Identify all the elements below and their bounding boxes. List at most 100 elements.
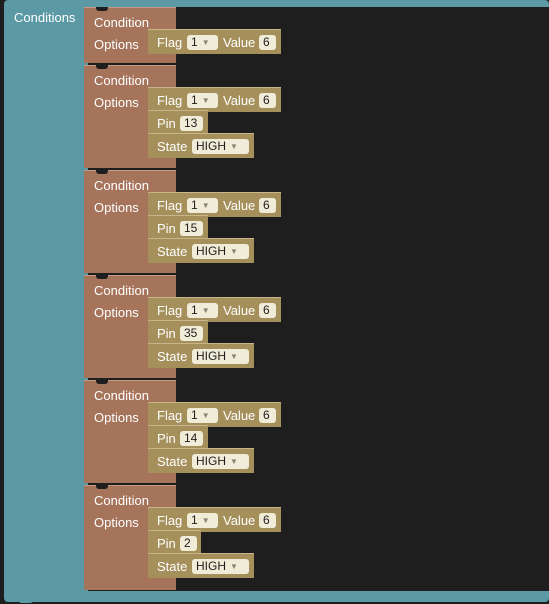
chevron-down-icon: ▼ (201, 306, 210, 315)
value-input[interactable]: 6 (259, 93, 276, 108)
field-label: Flag (157, 303, 183, 318)
flag-dropdown-text: 1 (191, 198, 198, 212)
condition-title: Condition (94, 493, 149, 508)
state-dropdown[interactable]: HIGH ▼ (192, 244, 249, 259)
flag-value-block[interactable]: Flag 1 ▼ Value 6 (148, 29, 281, 54)
pin-block[interactable]: Pin 14 (148, 425, 208, 450)
block-connector-notch (96, 7, 108, 11)
flag-dropdown[interactable]: 1 ▼ (187, 408, 218, 423)
flag-dropdown[interactable]: 1 ▼ (187, 303, 218, 318)
pin-input[interactable]: 14 (180, 431, 203, 446)
field-label: State (157, 454, 188, 469)
state-dropdown[interactable]: HIGH ▼ (192, 139, 249, 154)
value-input[interactable]: 6 (259, 408, 276, 423)
flag-dropdown-text: 1 (191, 93, 198, 107)
state-dropdown-text: HIGH (196, 559, 226, 573)
flag-dropdown[interactable]: 1 ▼ (187, 513, 218, 528)
chevron-down-icon: ▼ (201, 38, 210, 47)
condition-title: Condition (94, 178, 149, 193)
value-input-text: 6 (263, 93, 270, 107)
options-label: Options (94, 200, 139, 215)
pin-input-text: 13 (184, 116, 198, 130)
state-dropdown-text: HIGH (196, 349, 226, 363)
flag-dropdown-text: 1 (191, 408, 198, 422)
pin-input[interactable]: 13 (180, 116, 203, 131)
pin-block[interactable]: Pin 13 (148, 110, 208, 135)
pin-input-text: 35 (184, 326, 198, 340)
chevron-down-icon: ▼ (201, 96, 210, 105)
flag-dropdown-text: 1 (191, 35, 198, 49)
flag-value-block[interactable]: Flag 1 ▼ Value 6 (148, 192, 281, 217)
state-dropdown[interactable]: HIGH ▼ (192, 559, 249, 574)
condition-title: Condition (94, 388, 149, 403)
state-dropdown-text: HIGH (196, 244, 226, 258)
field-label: State (157, 244, 188, 259)
field-label: Flag (157, 35, 183, 50)
conditions-label: Conditions (14, 10, 76, 25)
field-label: Flag (157, 198, 183, 213)
pin-input[interactable]: 15 (180, 221, 203, 236)
field-label: Value (223, 35, 256, 50)
pin-block[interactable]: Pin 2 (148, 530, 201, 555)
field-label: Pin (157, 431, 176, 446)
field-label: Flag (157, 93, 183, 108)
state-block[interactable]: State HIGH ▼ (148, 448, 254, 473)
field-label: Pin (157, 536, 176, 551)
pin-input-text: 2 (184, 536, 191, 550)
chevron-down-icon: ▼ (230, 247, 238, 256)
flag-dropdown-text: 1 (191, 513, 198, 527)
options-label: Options (94, 305, 139, 320)
flag-value-block[interactable]: Flag 1 ▼ Value 6 (148, 507, 281, 532)
flag-dropdown[interactable]: 1 ▼ (187, 198, 218, 213)
state-dropdown[interactable]: HIGH ▼ (192, 454, 249, 469)
chevron-down-icon: ▼ (230, 562, 238, 571)
flag-value-block[interactable]: Flag 1 ▼ Value 6 (148, 87, 281, 112)
value-input-text: 6 (263, 198, 270, 212)
options-label: Options (94, 515, 139, 530)
value-input[interactable]: 6 (259, 35, 276, 50)
value-input[interactable]: 6 (259, 513, 276, 528)
flag-value-block[interactable]: Flag 1 ▼ Value 6 (148, 297, 281, 322)
field-label: State (157, 349, 188, 364)
pin-input[interactable]: 35 (180, 326, 203, 341)
chevron-down-icon: ▼ (201, 201, 210, 210)
options-label: Options (94, 95, 139, 110)
field-label: Value (223, 198, 256, 213)
state-block[interactable]: State HIGH ▼ (148, 553, 254, 578)
chevron-down-icon: ▼ (230, 457, 238, 466)
condition-title: Condition (94, 283, 149, 298)
chevron-down-icon: ▼ (230, 142, 238, 151)
block-connector-notch (18, 598, 34, 603)
block-connector-notch (96, 485, 108, 489)
pin-input-text: 15 (184, 221, 198, 235)
state-block[interactable]: State HIGH ▼ (148, 133, 254, 158)
value-input-text: 6 (263, 513, 270, 527)
chevron-down-icon: ▼ (201, 516, 210, 525)
flag-value-block[interactable]: Flag 1 ▼ Value 6 (148, 402, 281, 427)
field-label: Value (223, 408, 256, 423)
pin-block[interactable]: Pin 35 (148, 320, 208, 345)
flag-dropdown[interactable]: 1 ▼ (187, 35, 218, 50)
chevron-down-icon: ▼ (201, 411, 210, 420)
state-block[interactable]: State HIGH ▼ (148, 238, 254, 263)
block-connector-notch (96, 380, 108, 384)
value-input[interactable]: 6 (259, 303, 276, 318)
field-label: Flag (157, 408, 183, 423)
pin-block[interactable]: Pin 15 (148, 215, 208, 240)
field-label: State (157, 139, 188, 154)
field-label: Pin (157, 326, 176, 341)
field-label: Pin (157, 221, 176, 236)
block-connector-notch (96, 275, 108, 279)
state-dropdown-text: HIGH (196, 454, 226, 468)
pin-input[interactable]: 2 (180, 536, 197, 551)
field-label: Value (223, 513, 256, 528)
value-input[interactable]: 6 (259, 198, 276, 213)
state-block[interactable]: State HIGH ▼ (148, 343, 254, 368)
condition-title: Condition (94, 73, 149, 88)
block-connector-notch (96, 65, 108, 69)
value-input-text: 6 (263, 303, 270, 317)
state-dropdown[interactable]: HIGH ▼ (192, 349, 249, 364)
flag-dropdown[interactable]: 1 ▼ (187, 93, 218, 108)
field-label: Flag (157, 513, 183, 528)
